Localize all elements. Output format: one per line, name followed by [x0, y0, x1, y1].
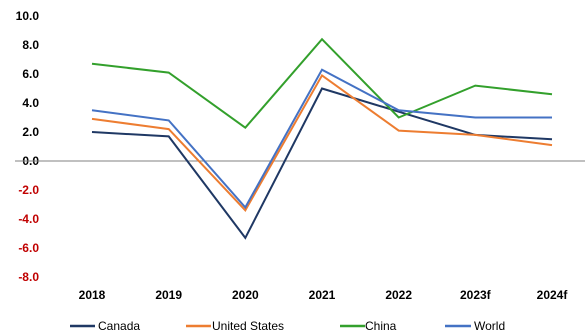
legend-label-canada: Canada	[98, 319, 140, 333]
series-line-canada	[91, 87, 553, 240]
x-tick-label: 2021	[309, 288, 336, 302]
x-tick-label: 2023f	[460, 288, 492, 302]
series-line-china	[91, 37, 553, 130]
series-lines	[91, 37, 553, 240]
x-tick-label: 2018	[79, 288, 106, 302]
y-tick-label: 4.0	[22, 96, 39, 110]
y-tick-label: 8.0	[22, 38, 39, 52]
legend: Canada United States China World	[70, 319, 505, 333]
series-line-united-states	[91, 73, 553, 212]
x-axis-ticks: 2018 2019 2020 2021 2022 2023f 2024f	[79, 288, 569, 302]
y-axis-ticks: 10.08.06.04.02.00.0-2.0-4.0-6.0-8.0	[16, 9, 40, 284]
y-tick-label: 2.0	[22, 125, 39, 139]
y-tick-label: 6.0	[22, 67, 39, 81]
x-tick-label: 2019	[155, 288, 182, 302]
legend-label-china: China	[365, 319, 397, 333]
y-tick-label: -4.0	[18, 212, 39, 226]
legend-label-united-states: United States	[212, 319, 284, 333]
y-tick-label: -6.0	[18, 241, 39, 255]
x-tick-label: 2020	[232, 288, 259, 302]
y-tick-label: -8.0	[18, 270, 39, 284]
x-tick-label: 2022	[385, 288, 412, 302]
x-tick-label: 2024f	[537, 288, 569, 302]
y-tick-label: 10.0	[16, 9, 40, 23]
legend-label-world: World	[474, 319, 505, 333]
y-tick-label: -2.0	[18, 183, 39, 197]
series-line-world	[91, 68, 552, 210]
